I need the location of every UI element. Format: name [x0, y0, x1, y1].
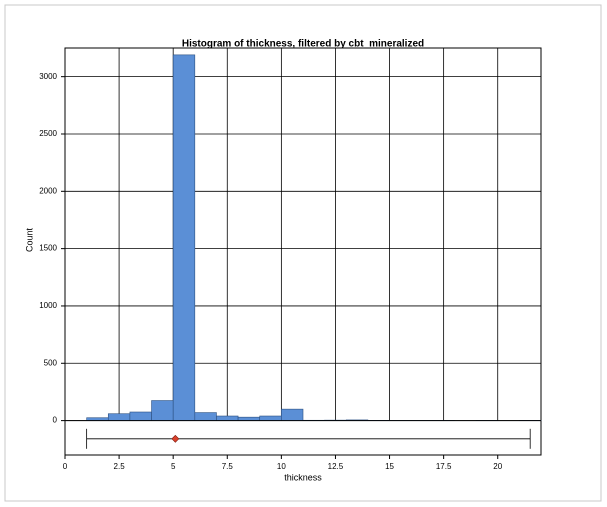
y-tick-label: 500: [44, 358, 58, 367]
x-tick-label: 5: [171, 462, 176, 471]
x-tick-label: 12.5: [328, 462, 344, 471]
chart-title: Histogram of thickness, filtered by cbt_…: [182, 39, 424, 50]
bar: [129, 411, 152, 421]
x-tick-label: 15: [385, 462, 394, 471]
bar: [216, 415, 239, 421]
x-axis-label: thickness: [284, 472, 322, 482]
bar: [259, 415, 282, 421]
y-tick-label: 1500: [39, 244, 57, 253]
bar: [237, 416, 261, 421]
plot-area: [64, 47, 542, 456]
y-tick-label: 3000: [39, 72, 57, 81]
bar: [151, 400, 174, 421]
y-axis-label: Count: [24, 228, 34, 253]
mean-marker: [171, 434, 180, 443]
x-tick-label: 20: [493, 462, 502, 471]
y-tick-label: 0: [53, 416, 58, 425]
x-tick-label: 7.5: [222, 462, 234, 471]
bar: [194, 412, 217, 421]
x-tick-label: 17.5: [436, 462, 452, 471]
bar: [107, 413, 131, 421]
x-tick-label: 2.5: [114, 462, 126, 471]
x-tick-label: 10: [277, 462, 286, 471]
y-tick-label: 2000: [39, 186, 57, 195]
y-tick-label: 1000: [39, 301, 57, 310]
bar: [281, 408, 304, 421]
x-tick-label: 0: [63, 462, 68, 471]
y-tick-label: 2500: [39, 129, 57, 138]
bar: [172, 54, 196, 421]
